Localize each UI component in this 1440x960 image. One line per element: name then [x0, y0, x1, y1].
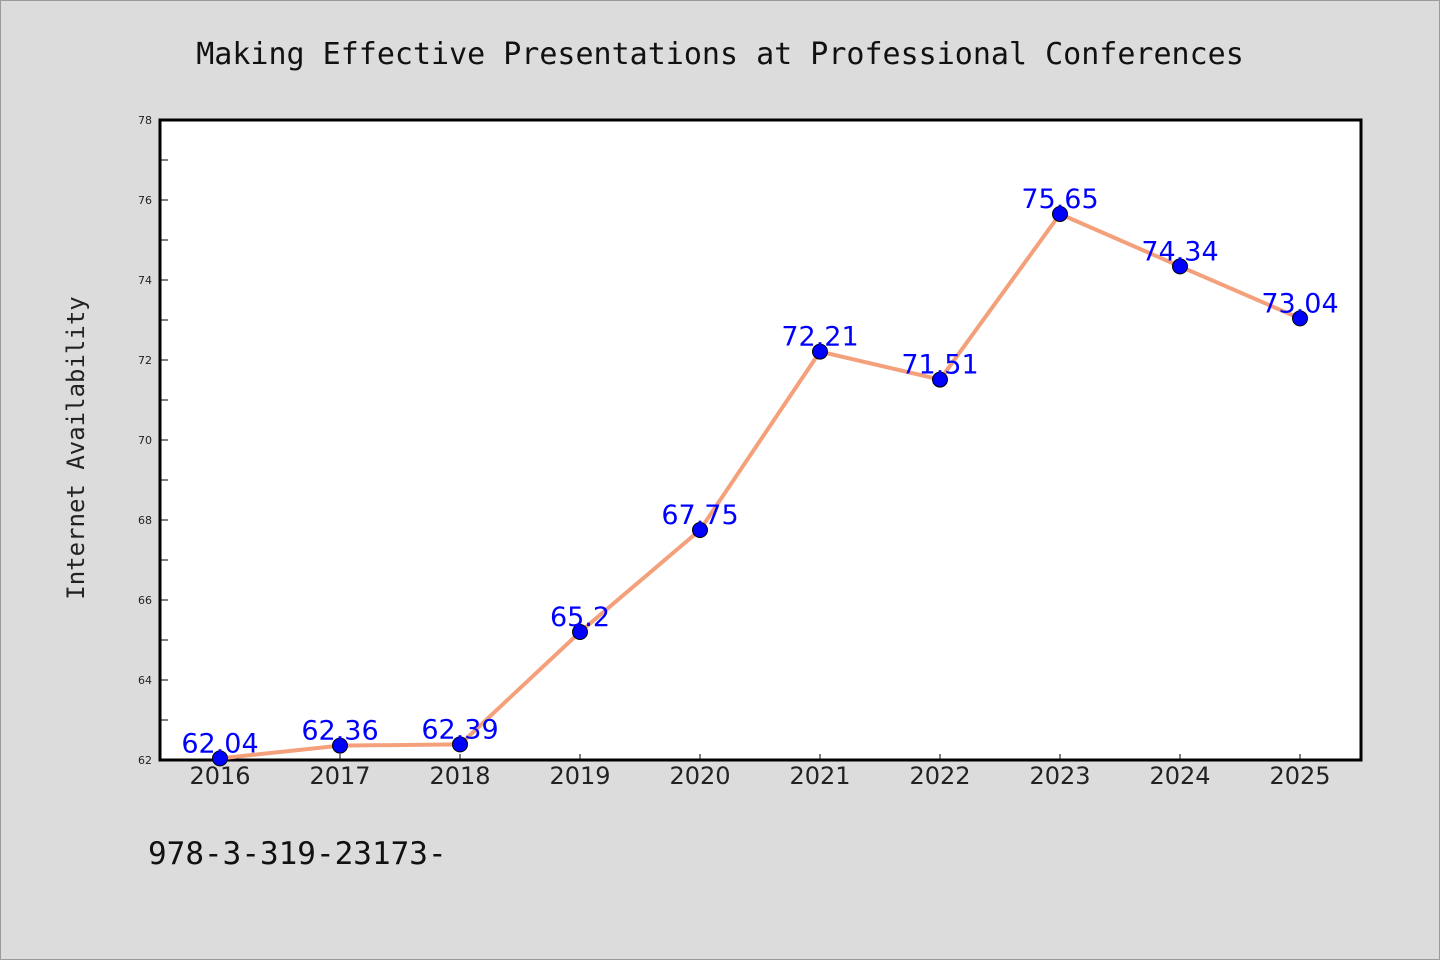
y-tick-label: 68: [138, 514, 152, 527]
data-label: 71.51: [901, 350, 978, 381]
data-point: [212, 750, 228, 767]
x-tick-label: 2024: [1149, 762, 1210, 790]
data-label: 62.39: [421, 714, 498, 745]
x-tick-label: 2023: [1029, 762, 1090, 790]
data-label: 65.2: [550, 602, 610, 633]
data-point: [1292, 310, 1308, 327]
chart-title: Making Effective Presentations at Profes…: [196, 37, 1244, 72]
x-tick-label: 2025: [1269, 762, 1330, 790]
y-axis-label: Internet Availability: [62, 296, 90, 599]
series-line: [219, 212, 1301, 761]
x-tick-label: 2020: [669, 762, 730, 790]
data-label: 62.36: [301, 716, 378, 747]
data-point: [332, 737, 348, 754]
y-axis: 62 64 66 68 70 72 74 76 78: [138, 114, 168, 767]
x-tick-label: 2016: [189, 762, 250, 790]
data-label: 67.75: [661, 500, 738, 531]
data-label: 73.04: [1261, 288, 1338, 319]
y-tick-label: 64: [138, 674, 152, 687]
y-tick-label: 62: [138, 754, 152, 767]
y-tick-label: 76: [138, 194, 152, 207]
data-point: [1052, 206, 1068, 222]
x-tick-label: 2017: [309, 762, 370, 790]
x-tick-label: 2021: [789, 762, 850, 790]
y-tick-label: 74: [138, 274, 152, 287]
data-point: [932, 371, 948, 388]
data-label: 74.34: [1141, 236, 1218, 267]
x-tick-label: 2018: [429, 762, 490, 790]
x-tick-label: 2022: [909, 762, 970, 790]
series-layer: 62.04 62.36 62.39 65.2 67.75 72.21 71.51 75.65 7…: [181, 184, 1339, 767]
y-tick-label: 72: [138, 354, 152, 367]
data-point: [692, 522, 708, 538]
y-tick-label: 70: [138, 434, 152, 447]
y-tick-label: 66: [138, 594, 152, 607]
data-label: 72.21: [781, 322, 858, 353]
data-label: 75.65: [1021, 184, 1098, 215]
data-point: [812, 343, 828, 360]
data-point: [452, 736, 468, 753]
data-point: [572, 624, 588, 640]
x-axis: 2016 2017 2018 2019 2020 2021 2022 2023 2024 2025: [189, 754, 1331, 790]
data-label: 62.04: [181, 728, 258, 759]
y-tick-label: 78: [138, 114, 152, 127]
data-point: [1172, 258, 1188, 275]
x-tick-label: 2019: [549, 762, 610, 790]
footer-text: 978-3-319-23173-: [148, 836, 447, 872]
